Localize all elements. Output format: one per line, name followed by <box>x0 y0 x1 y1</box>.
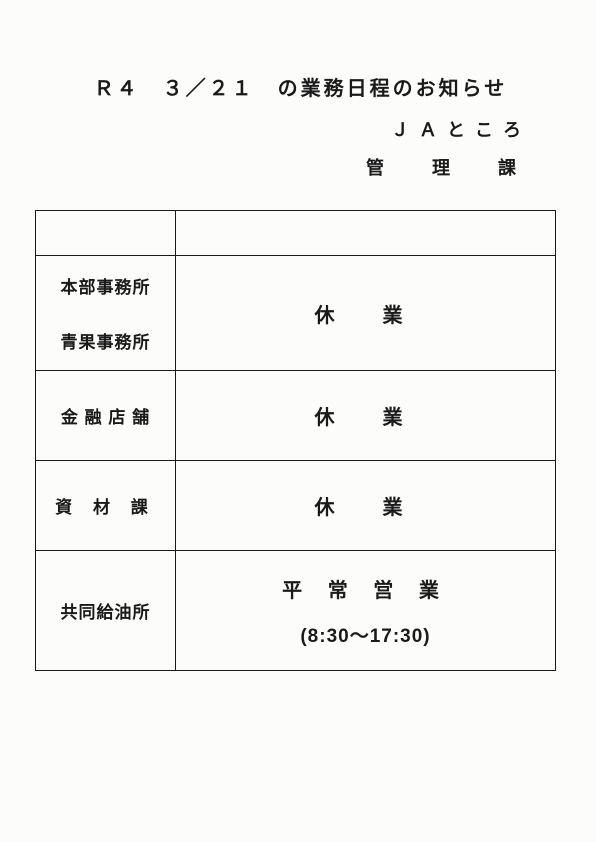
materials-label-cell: 資 材 課 <box>36 461 176 551</box>
materials-status-cell: 休 業 <box>176 461 556 551</box>
finance-status-cell: 休 業 <box>176 371 556 461</box>
office-label-1: 本部事務所 <box>61 273 151 298</box>
fuel-status: 平 常 営 業 <box>282 574 449 603</box>
document-title: Ｒ４ ３／２１ の業務日程のお知らせ <box>60 72 541 101</box>
fuel-label: 共同給油所 <box>36 598 175 623</box>
fuel-label-cell: 共同給油所 <box>36 551 176 671</box>
header-cell-right <box>176 211 556 256</box>
table-header-row <box>36 211 556 256</box>
finance-label-cell: 金 融 店 舗 <box>36 371 176 461</box>
department-name: 管 理 課 <box>60 154 541 180</box>
materials-status: 休 業 <box>176 491 555 520</box>
header-cell-left <box>36 211 176 256</box>
table-row: 本部事務所 青果事務所 休 業 <box>36 256 556 371</box>
table-row: 共同給油所 平 常 営 業 (8:30～17:30) <box>36 551 556 671</box>
office-label-2: 青果事務所 <box>61 328 151 353</box>
finance-status: 休 業 <box>176 401 555 430</box>
materials-label: 資 材 課 <box>36 493 175 518</box>
table-row: 金 融 店 舗 休 業 <box>36 371 556 461</box>
schedule-table: 本部事務所 青果事務所 休 業 金 融 店 舗 休 業 資 材 課 休 業 <box>35 210 556 671</box>
fuel-status-cell: 平 常 営 業 (8:30～17:30) <box>176 551 556 671</box>
office-label-cell: 本部事務所 青果事務所 <box>36 256 176 371</box>
document-header: Ｒ４ ３／２１ の業務日程のお知らせ ＪＡところ 管 理 課 <box>0 0 596 180</box>
office-status-cell: 休 業 <box>176 256 556 371</box>
schedule-table-container: 本部事務所 青果事務所 休 業 金 融 店 舗 休 業 資 材 課 休 業 <box>35 210 556 671</box>
finance-label: 金 融 店 舗 <box>36 403 175 428</box>
organization-name: ＪＡところ <box>60 116 541 142</box>
office-status: 休 業 <box>176 299 555 328</box>
table-row: 資 材 課 休 業 <box>36 461 556 551</box>
fuel-hours: (8:30～17:30) <box>300 621 430 648</box>
